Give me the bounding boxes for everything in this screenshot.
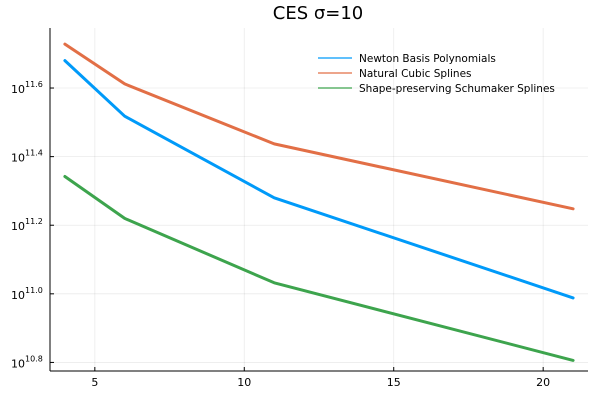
x-tick-label: 5 [91,376,98,389]
y-tick-base: 10 [11,289,25,302]
legend: Newton Basis Polynomials Natural Cubic Sp… [318,53,555,95]
y-tick-label: 1010.8 [11,354,43,370]
y-tick-label: 1011.2 [11,217,43,233]
x-tick-label: 15 [387,376,401,389]
legend-label-3: Shape-preserving Schumaker Splines [359,83,555,95]
x-axis-ticks: 5 10 15 20 [91,367,550,389]
y-tick-label: 1011.0 [11,286,43,302]
y-tick-base: 10 [11,152,25,165]
chart-title: CES σ=10 [273,3,363,24]
series-lines [63,42,575,362]
x-tick-label: 10 [237,376,251,389]
x-tick-label: 20 [536,376,550,389]
y-tick-exponent: 11.0 [25,286,43,295]
y-tick-exponent: 10.8 [25,354,43,363]
y-tick-label: 1011.4 [11,149,43,165]
y-tick-exponent: 11.6 [25,80,43,89]
legend-label-1: Newton Basis Polynomials [359,53,496,65]
series-line-2 [63,42,575,211]
series-line-1 [63,59,575,300]
series-line-3 [63,175,575,362]
y-tick-exponent: 11.4 [25,149,43,158]
legend-label-2: Natural Cubic Splines [359,68,472,80]
y-tick-base: 10 [11,220,25,233]
y-tick-base: 10 [11,357,25,370]
y-tick-base: 10 [11,83,25,96]
axes [49,28,588,372]
y-tick-label: 1011.6 [11,80,43,96]
y-tick-exponent: 11.2 [25,217,43,226]
